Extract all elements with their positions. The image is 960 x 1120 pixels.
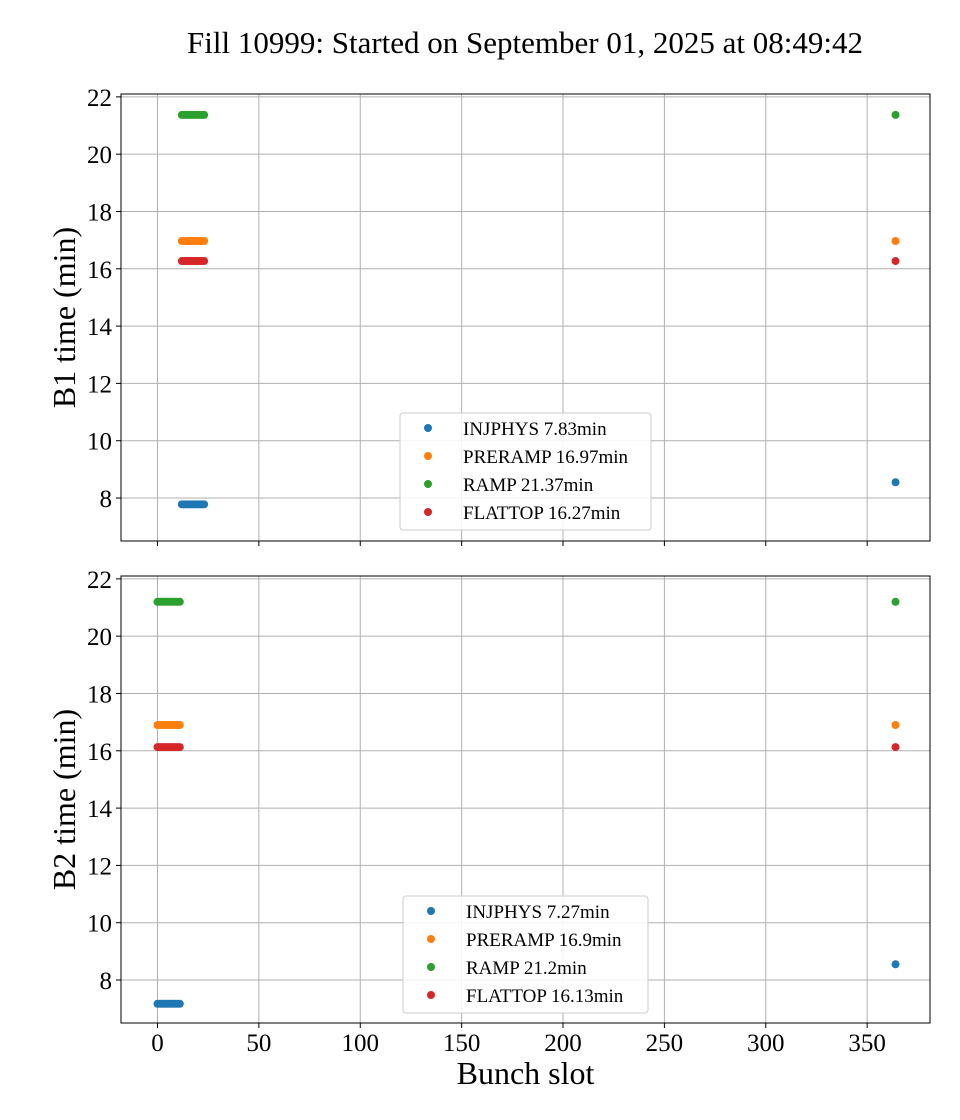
y-tick-label: 14 bbox=[87, 314, 113, 341]
x-tick-label: 50 bbox=[246, 1030, 271, 1057]
y-tick-label: 22 bbox=[87, 567, 112, 594]
x-tick-label: 250 bbox=[646, 1030, 684, 1057]
legend-label: FLATTOP 16.13min bbox=[466, 986, 624, 1007]
legend-box bbox=[399, 412, 652, 531]
y-tick-label: 20 bbox=[87, 624, 112, 651]
x-tick-label: 0 bbox=[151, 1030, 164, 1057]
plot-panel-1: 8 10 12 14 16 18 20 22 B1 time (min) INJPHYS 7.83… bbox=[46, 85, 931, 546]
axes-frame bbox=[120, 575, 931, 1024]
x-tick-label: 200 bbox=[544, 1030, 582, 1057]
legend-marker bbox=[427, 935, 435, 943]
legend-label: PRERAMP 16.97min bbox=[463, 447, 629, 468]
y-tick-label: 16 bbox=[87, 739, 112, 766]
data-point bbox=[891, 257, 900, 266]
legend-marker bbox=[424, 452, 432, 460]
legend-label: FLATTOP 16.27min bbox=[463, 503, 621, 524]
legend: INJPHYS 7.83min PRERAMP 16.97min RAMP 21.3… bbox=[399, 412, 652, 531]
y-tick-label: 20 bbox=[87, 142, 112, 169]
data-point bbox=[200, 257, 209, 266]
y-tick-label: 8 bbox=[100, 968, 113, 995]
data-point bbox=[891, 110, 900, 119]
x-tick-label: 300 bbox=[747, 1030, 785, 1057]
legend-label: RAMP 21.2min bbox=[466, 958, 587, 979]
y-tick-label: 8 bbox=[100, 486, 113, 513]
x-tick-label: 350 bbox=[848, 1030, 886, 1057]
series-1 bbox=[177, 478, 900, 509]
series-1 bbox=[153, 960, 900, 1008]
data-point bbox=[200, 236, 209, 245]
y-tick-label: 22 bbox=[87, 85, 112, 112]
data-point bbox=[175, 999, 184, 1008]
data-point bbox=[891, 743, 900, 752]
x-axis-label: Bunch slot bbox=[457, 1055, 595, 1091]
legend-marker bbox=[427, 907, 435, 915]
y-tick-label: 14 bbox=[87, 796, 113, 823]
series-4 bbox=[153, 743, 900, 752]
legend: INJPHYS 7.27min PRERAMP 16.9min RAMP 21.2m… bbox=[402, 895, 649, 1014]
y-tick-label: 12 bbox=[87, 853, 112, 880]
series-2 bbox=[177, 236, 900, 245]
legend-label: PRERAMP 16.9min bbox=[466, 930, 622, 951]
data-point bbox=[175, 743, 184, 752]
legend-label: INJPHYS 7.27min bbox=[466, 902, 610, 923]
data-point bbox=[891, 721, 900, 729]
legend-label: RAMP 21.37min bbox=[463, 475, 594, 496]
plot-panel-2: 0 50 100 150 200 250 300 350 8 10 12 14 16 18 20 22 B2 t… bbox=[46, 567, 931, 1091]
legend-box bbox=[402, 895, 649, 1014]
legend-marker bbox=[427, 963, 435, 971]
figure-title: Fill 10999: Started on September 01, 202… bbox=[187, 25, 863, 60]
legend-marker bbox=[424, 480, 432, 488]
series-4 bbox=[177, 257, 900, 266]
data-point bbox=[200, 110, 209, 119]
data-point bbox=[175, 721, 184, 729]
x-tick-label: 100 bbox=[342, 1030, 380, 1057]
x-tick-label: 150 bbox=[443, 1030, 481, 1057]
y-axis-label: B1 time (min) bbox=[46, 227, 82, 408]
data-point bbox=[891, 236, 900, 245]
legend-label: INJPHYS 7.83min bbox=[463, 419, 607, 440]
y-tick-label: 12 bbox=[87, 371, 112, 398]
axes-frame bbox=[120, 93, 931, 542]
data-point bbox=[200, 500, 209, 509]
data-point bbox=[891, 960, 900, 969]
y-tick-label: 18 bbox=[87, 681, 112, 708]
y-axis-label: B2 time (min) bbox=[46, 709, 82, 890]
y-tick-label: 16 bbox=[87, 257, 112, 284]
y-tick-label: 10 bbox=[87, 911, 112, 938]
y-tick-label: 10 bbox=[87, 429, 112, 456]
series-2 bbox=[153, 721, 900, 729]
legend-marker bbox=[424, 424, 432, 432]
series-3 bbox=[177, 110, 900, 119]
series-3 bbox=[153, 597, 900, 606]
data-point bbox=[175, 597, 184, 606]
legend-marker bbox=[424, 508, 432, 516]
y-tick-label: 18 bbox=[87, 199, 112, 226]
legend-marker bbox=[427, 991, 435, 999]
data-point bbox=[891, 478, 900, 487]
data-point bbox=[891, 597, 900, 606]
